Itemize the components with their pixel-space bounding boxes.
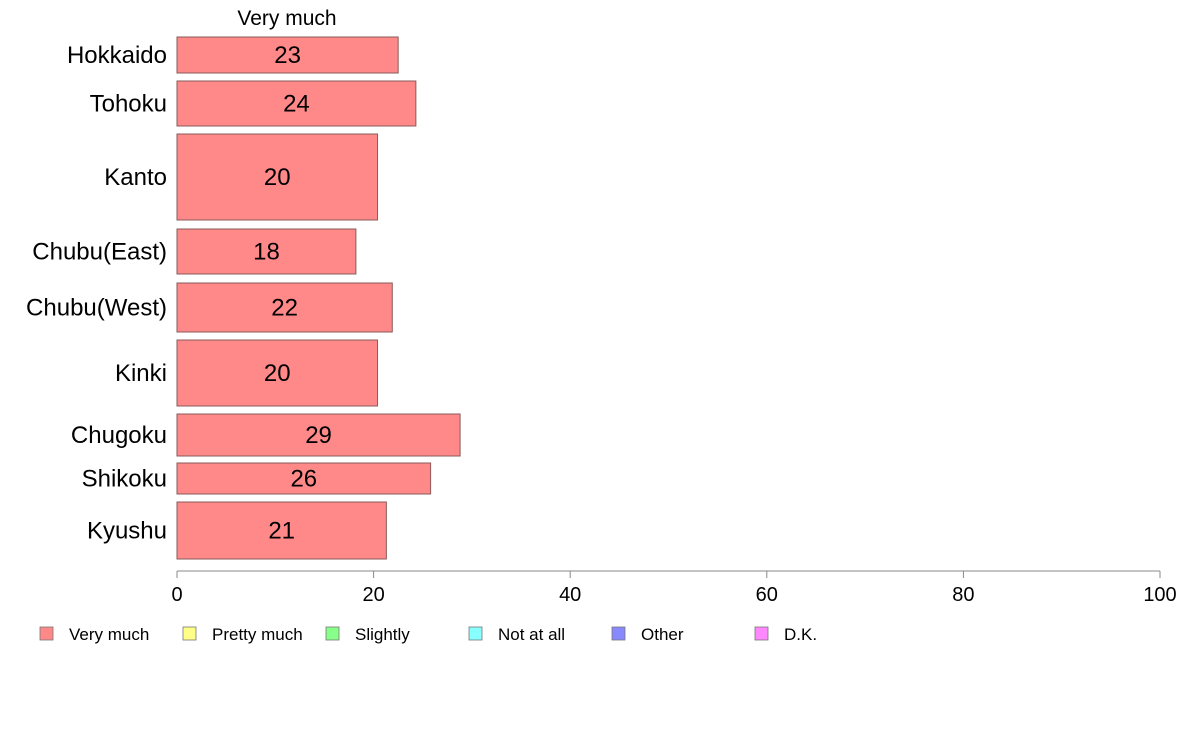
column-header: Very much — [237, 7, 336, 30]
bar — [176, 462, 432, 495]
category-label: Hokkaido — [67, 42, 167, 69]
bar — [176, 133, 379, 221]
category-label: Chubu(East) — [32, 239, 167, 266]
data-label: 20 — [264, 164, 291, 191]
legend-label: Slightly — [355, 625, 410, 644]
data-label: 24 — [283, 91, 310, 118]
legend-swatch — [468, 626, 483, 641]
x-tick-label: 0 — [171, 584, 182, 606]
category-label: Kinki — [115, 360, 167, 387]
x-tick-label: 20 — [362, 584, 384, 606]
bar — [176, 413, 461, 457]
x-tick-label: 40 — [559, 584, 581, 606]
x-tick-label: 80 — [952, 584, 974, 606]
data-label: 26 — [290, 466, 317, 493]
legend-label: Other — [641, 625, 684, 644]
legend-label: Pretty much — [212, 625, 303, 644]
x-tick-label: 60 — [756, 584, 778, 606]
bar — [176, 228, 357, 275]
bar — [176, 36, 399, 74]
data-label: 22 — [271, 295, 298, 322]
legend-label: D.K. — [784, 625, 817, 644]
legend-swatch — [182, 626, 197, 641]
legend-label: Very much — [69, 625, 149, 644]
category-label: Shikoku — [82, 466, 167, 493]
legend: Very much Pretty much Slightly Not at all Ot… — [39, 625, 817, 644]
x-tick-label: 100 — [1143, 584, 1176, 606]
legend-swatch — [325, 626, 340, 641]
category-label: Chubu(West) — [26, 295, 167, 322]
category-label: Kyushu — [87, 518, 167, 545]
bar — [176, 80, 417, 127]
data-label: 20 — [264, 360, 291, 387]
data-label: 29 — [305, 422, 332, 449]
legend-swatch — [611, 626, 626, 641]
bar-group: Hokkaido 23 Tohoku 24 Kanto 20 Chubu(East) 18 Ch… — [26, 36, 461, 560]
data-label: 18 — [253, 239, 280, 266]
legend-label: Not at all — [498, 625, 565, 644]
bar — [176, 339, 379, 407]
data-label: 23 — [274, 42, 301, 69]
category-label: Kanto — [104, 164, 167, 191]
data-label: 21 — [268, 518, 295, 545]
bar — [176, 282, 393, 333]
legend-swatch — [39, 626, 54, 641]
category-label: Chugoku — [71, 422, 167, 449]
legend-swatch — [754, 626, 769, 641]
x-axis: 0 20 40 60 80 100 — [171, 570, 1177, 606]
bar — [176, 501, 387, 560]
category-label: Tohoku — [90, 91, 167, 118]
